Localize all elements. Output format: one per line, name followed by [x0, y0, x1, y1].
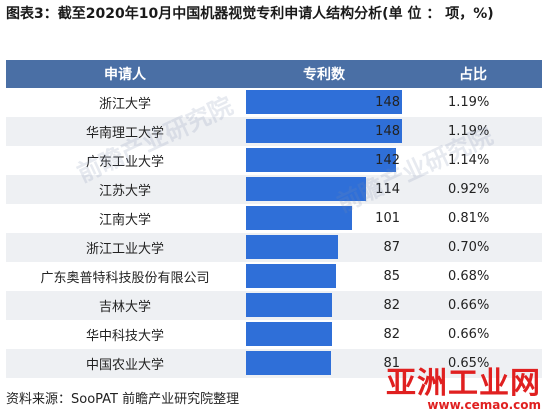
patent-count-bar: [246, 119, 402, 143]
patent-count-label: 101: [375, 211, 400, 226]
table-row: 中国农业大学 81 0.65%: [6, 349, 542, 378]
header-share: 占比: [459, 67, 487, 83]
patent-count-cell: 85: [244, 262, 404, 291]
applicant-name: 江苏大学: [98, 184, 151, 199]
patent-count-label: 81: [383, 356, 400, 371]
share-value: 0.65%: [448, 356, 490, 371]
patent-count-cell: 142: [244, 146, 404, 175]
patent-count-bar: [246, 177, 367, 201]
patent-count-cell: 82: [244, 320, 404, 349]
header-patent-count: 专利数: [303, 67, 345, 83]
patent-count-label: 85: [383, 269, 400, 284]
table-row: 华中科技大学 82 0.66%: [6, 320, 542, 349]
applicant-name: 江南大学: [98, 213, 151, 228]
patent-count-cell: 114: [244, 175, 404, 204]
source-note: 资料来源：SooPAT 前瞻产业研究院整理: [6, 392, 240, 407]
patent-count-cell: 101: [244, 204, 404, 233]
applicant-name: 吉林大学: [98, 300, 151, 315]
share-value: 0.92%: [448, 182, 490, 197]
patent-count-cell: 81: [244, 349, 404, 378]
table-body: 浙江大学 148 1.19% 华南理工大学 148 1.19% 广东工业大学 142 1.14%…: [6, 88, 542, 378]
table-row: 浙江大学 148 1.19%: [6, 88, 542, 117]
patent-count-cell: 87: [244, 233, 404, 262]
patent-count-bar: [246, 148, 396, 172]
table-row: 广东工业大学 142 1.14%: [6, 146, 542, 175]
applicant-name: 浙江大学: [98, 97, 151, 112]
table-row: 江南大学 101 0.81%: [6, 204, 542, 233]
chart-title: 图表3：截至2020年10月中国机器视觉专利申请人结构分析(单 位 ： 项，%): [6, 6, 494, 22]
applicant-name: 浙江工业大学: [85, 242, 164, 257]
patent-count-bar: [246, 264, 336, 288]
watermark-logo-text: 亚洲工业网: [386, 366, 541, 401]
share-value: 0.66%: [448, 327, 490, 342]
patent-count-label: 148: [375, 124, 400, 139]
patent-count-cell: 82: [244, 291, 404, 320]
watermark-logo: 亚洲工业网 www.cemao.com: [386, 358, 541, 412]
patent-count-label: 114: [375, 182, 400, 197]
patent-count-label: 82: [383, 298, 400, 313]
share-value: 1.14%: [448, 153, 490, 168]
table-row: 华南理工大学 148 1.19%: [6, 117, 542, 146]
table-row: 广东奥普特科技股份有限公司 85 0.68%: [6, 262, 542, 291]
patent-table: 申请人 专利数 占比 浙江大学 148 1.19% 华南理工大学 148 1.19% 广东工…: [6, 60, 542, 378]
share-value: 0.68%: [448, 269, 490, 284]
patent-count-bar: [246, 235, 338, 259]
table-row: 浙江工业大学 87 0.70%: [6, 233, 542, 262]
share-value: 1.19%: [448, 124, 490, 139]
applicant-name: 华中科技大学: [85, 329, 164, 344]
patent-count-bar: [246, 322, 333, 346]
patent-count-label: 82: [383, 327, 400, 342]
patent-count-bar: [246, 206, 353, 230]
watermark-url: www.cemao.com: [427, 398, 541, 412]
patent-count-bar: [246, 351, 332, 375]
applicant-name: 广东工业大学: [85, 155, 164, 170]
table-row: 吉林大学 82 0.66%: [6, 291, 542, 320]
applicant-name: 华南理工大学: [85, 126, 164, 141]
patent-count-bar: [246, 293, 333, 317]
patent-count-label: 148: [375, 95, 400, 110]
share-value: 1.19%: [448, 95, 490, 110]
patent-count-label: 142: [375, 153, 400, 168]
table-row: 江苏大学 114 0.92%: [6, 175, 542, 204]
patent-count-cell: 148: [244, 117, 404, 146]
share-value: 0.66%: [448, 298, 490, 313]
patent-count-bar: [246, 90, 402, 114]
applicant-name: 中国农业大学: [85, 358, 164, 373]
table-header: 申请人 专利数 占比: [6, 60, 542, 88]
share-value: 0.81%: [448, 211, 490, 226]
header-applicant: 申请人: [104, 67, 146, 83]
share-value: 0.70%: [448, 240, 490, 255]
patent-count-cell: 148: [244, 88, 404, 117]
applicant-name: 广东奥普特科技股份有限公司: [40, 271, 210, 286]
patent-count-label: 87: [383, 240, 400, 255]
